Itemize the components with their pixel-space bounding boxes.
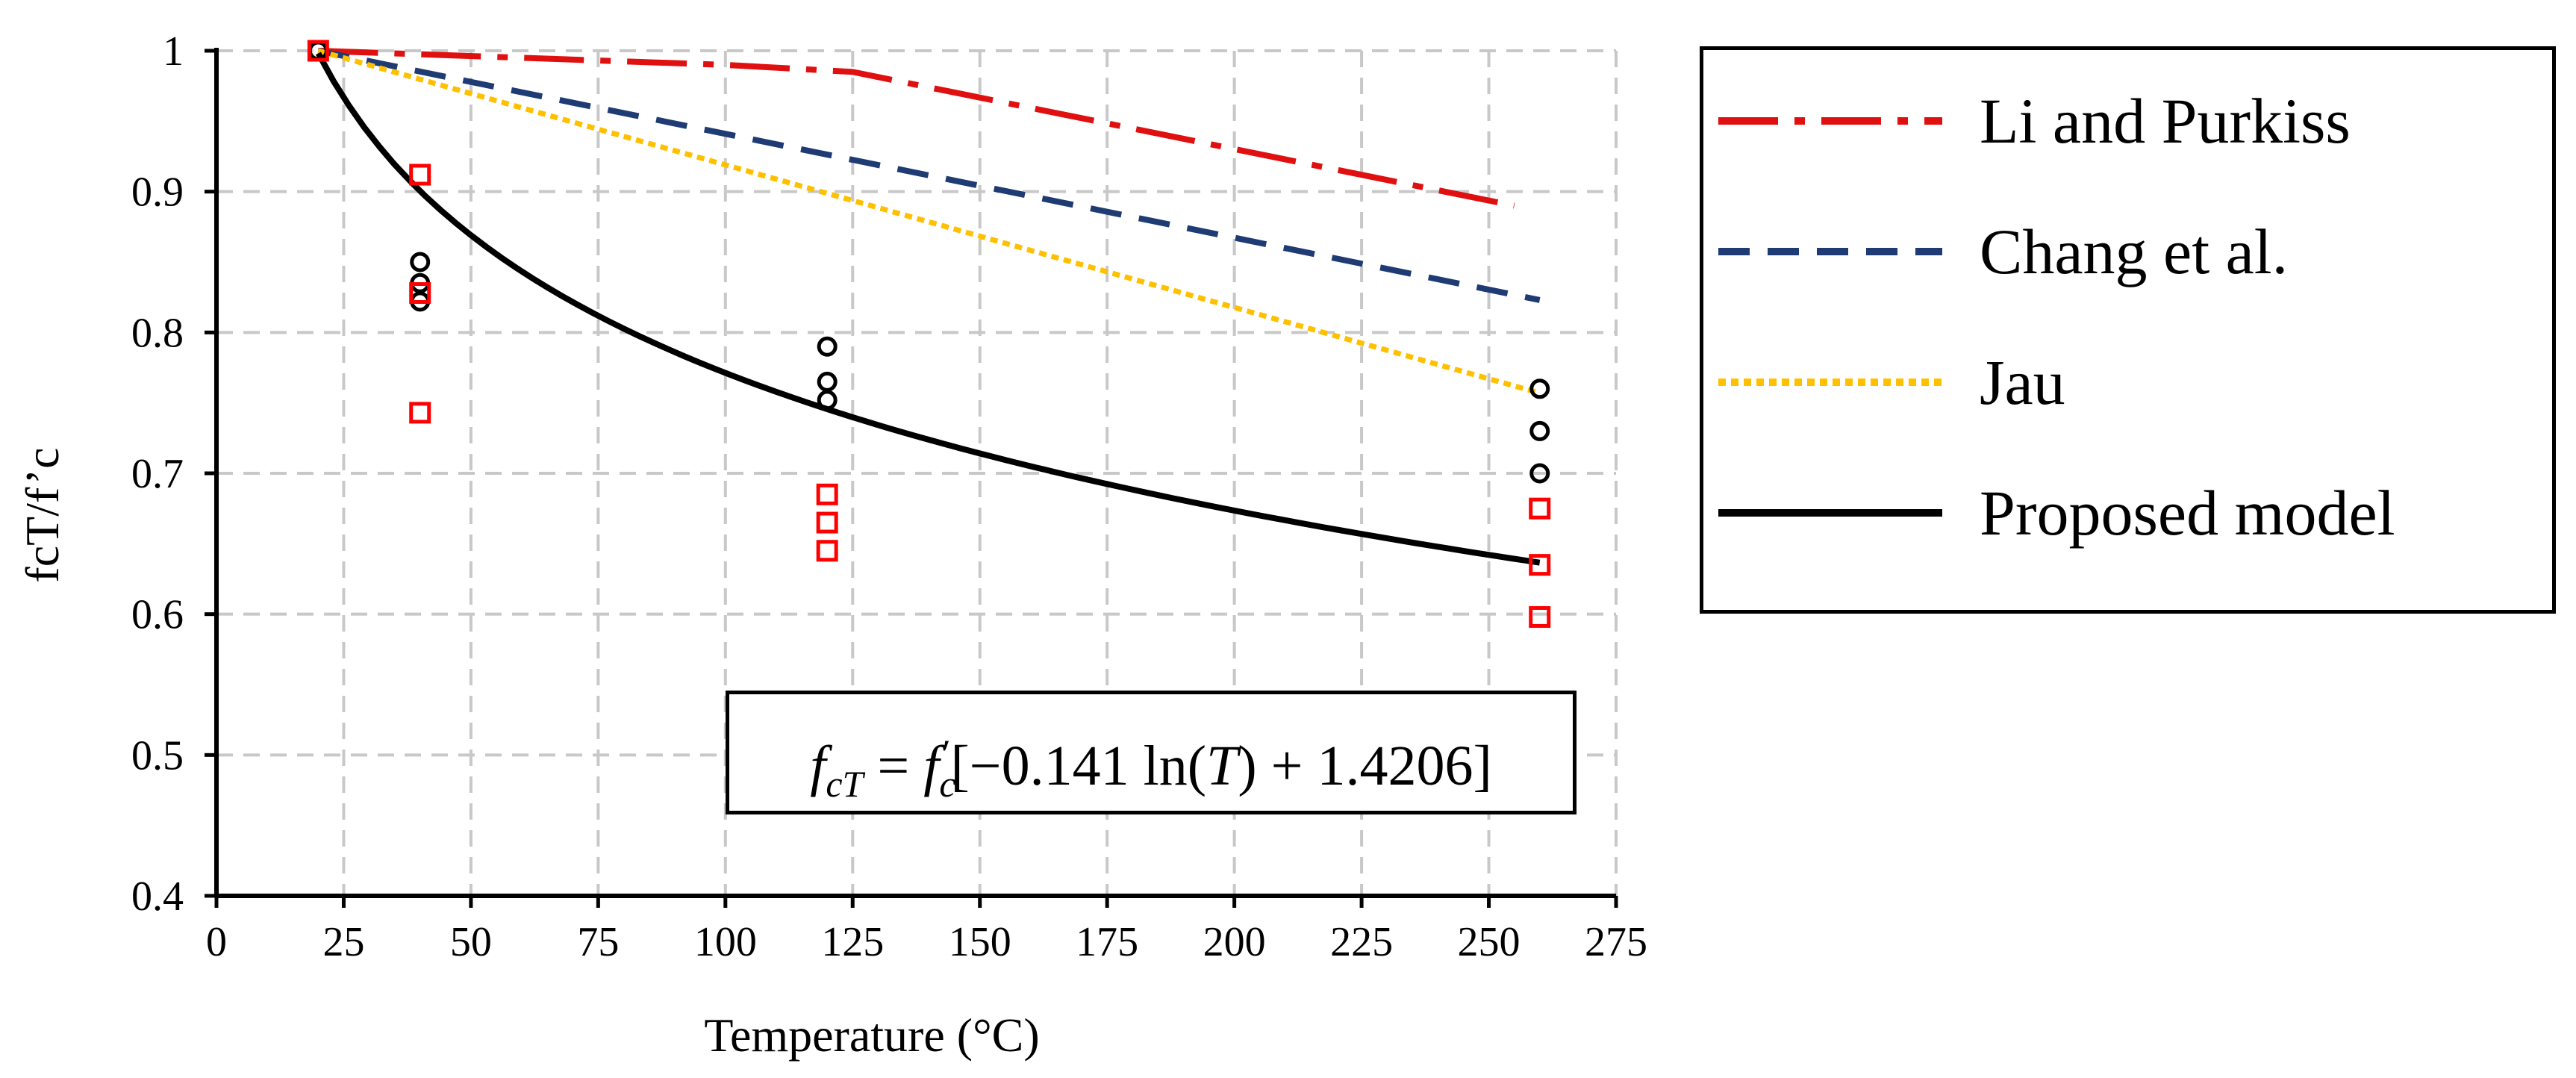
series-lines (315, 48, 1541, 566)
circle-point-4 (817, 336, 838, 357)
circle-point-8 (1529, 420, 1550, 441)
y-tick-label-0.9: 0.9 (131, 169, 184, 216)
x-tick-labels: 0 25 50 75 100 125 150 175 200 225 250 275 (206, 919, 1647, 965)
x-tick-label-200: 200 (1203, 919, 1266, 965)
formula-body-start: [−0.141 ln( (950, 735, 1207, 798)
circle-point-9 (1529, 463, 1550, 484)
square-point-0 (307, 40, 329, 62)
x-tick-label-50: 50 (450, 919, 492, 965)
x-tick-label-225: 225 (1330, 919, 1393, 965)
y-tick-label-0.7: 0.7 (131, 451, 184, 497)
x-tick-label-175: 175 (1076, 919, 1138, 965)
formula-equals: = (863, 735, 924, 798)
legend-label-jau: Jau (1980, 346, 2065, 418)
y-tick-label-0.8: 0.8 (131, 310, 184, 356)
legend-item-chang-et-al: Chang et al. (1703, 188, 2552, 315)
square-point-9 (1529, 605, 1551, 628)
legend-label-proposed-model: Proposed model (1980, 477, 2395, 549)
series-line-jau (317, 48, 1541, 396)
x-tick-label-250: 250 (1458, 919, 1521, 965)
circle-point-1 (410, 252, 431, 272)
legend-item-proposed-model: Proposed model (1703, 449, 2552, 576)
square-point-7 (1529, 497, 1551, 520)
formula-lhs: f (810, 735, 826, 798)
y-tick-labels: 0.4 0.5 0.6 0.7 0.8 0.9 1 (131, 28, 184, 920)
square-point-3 (409, 402, 431, 424)
square-point-1 (409, 163, 431, 186)
circle-point-7 (1529, 378, 1550, 399)
formula: fcT = fc′[−0.141 ln(T) + 1.4206] (810, 732, 1492, 806)
legend-label-li-and-purkiss: Li and Purkiss (1980, 85, 2351, 157)
legend-swatch-proposed-model (1718, 509, 1942, 517)
legend: Li and Purkiss Chang et al. Jau Proposed… (1700, 46, 2556, 614)
series-line-proposed-model (315, 52, 1541, 566)
square-point-5 (816, 511, 838, 534)
x-tick-label-150: 150 (949, 919, 1011, 965)
x-tick-label-25: 25 (322, 919, 364, 965)
x-tick-label-275: 275 (1585, 919, 1647, 965)
legend-item-jau: Jau (1703, 319, 2552, 446)
square-point-6 (816, 540, 838, 562)
legend-swatch-chang-et-al (1718, 248, 1942, 255)
formula-rhs-f: f (923, 735, 940, 798)
formula-rhs-sup: ′ (942, 732, 951, 773)
formula-rhs-sub: c (939, 763, 956, 806)
x-tick-label-75: 75 (577, 919, 619, 965)
series-line-li-and-purkiss (318, 48, 1515, 209)
y-tick-label-0.6: 0.6 (131, 592, 184, 638)
y-tick-label-1: 1 (163, 28, 184, 75)
square-point-2 (409, 282, 431, 305)
y-axis-title: fcT/f’c (16, 447, 69, 582)
y-tick-label-0.5: 0.5 (131, 732, 184, 779)
x-tick-label-100: 100 (694, 919, 757, 965)
x-tick-label-125: 125 (821, 919, 884, 965)
formula-var: T (1206, 735, 1238, 798)
axes (205, 48, 1618, 908)
series-line-chang-et-al (317, 48, 1541, 303)
circle-point-6 (817, 390, 838, 411)
legend-swatch-li-and-purkiss (1718, 117, 1942, 125)
data-markers (307, 40, 1551, 628)
formula-box: fcT = fc′[−0.141 ln(T) + 1.4206] (726, 691, 1577, 814)
legend-item-li-and-purkiss: Li and Purkiss (1703, 57, 2552, 184)
square-point-8 (1529, 554, 1551, 576)
legend-label-chang-et-al: Chang et al. (1980, 216, 2289, 287)
legend-swatch-jau (1718, 378, 1942, 386)
formula-lhs-sub: cT (826, 763, 864, 806)
x-axis-title: Temperature (°C) (704, 1009, 1039, 1062)
square-point-4 (816, 483, 838, 505)
x-tick-label-0: 0 (206, 919, 227, 965)
circle-point-5 (817, 371, 838, 392)
y-tick-label-0.4: 0.4 (131, 873, 184, 920)
formula-body-end: ) + 1.4206] (1238, 735, 1492, 798)
